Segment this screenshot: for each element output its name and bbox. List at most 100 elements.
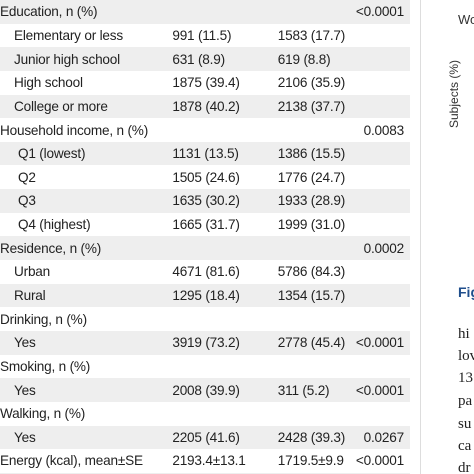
adjacent-figure-panel: Wo Subjects (%) Fig hi lov 13 pa su ca d… (421, 0, 474, 474)
group-b-value: 619 (8.8) (257, 47, 356, 71)
p-value: 0.0267 (355, 425, 410, 450)
row-label: Residence, n (%) (0, 236, 155, 261)
table-row: Yes 3919 (73.2) 2778 (45.4) <0.0001 (0, 330, 410, 355)
row-label: Urban (14, 264, 51, 280)
group-b-value: 1776 (24.7) (277, 169, 346, 185)
group-b-value: 1386 (15.5) (257, 141, 356, 166)
row-label: Q4 (highest) (18, 217, 91, 233)
table-row: Yes 2205 (41.6) 2428 (39.3) 0.0267 (0, 425, 410, 450)
p-value: <0.0001 (355, 0, 410, 24)
group-b-value: 2428 (39.3) (257, 425, 356, 450)
group-a-value: 1875 (39.4) (172, 75, 240, 91)
p-value (355, 47, 410, 71)
group-b-value (258, 355, 356, 379)
figure-caption-label: Fig (458, 284, 474, 300)
p-value: 0.0083 (363, 122, 405, 138)
body-text-fragment: 13 (458, 370, 473, 386)
group-b-value (257, 0, 356, 24)
p-value: 0.0002 (355, 236, 410, 261)
group-a-value (154, 236, 258, 261)
p-value: <0.0001 (355, 330, 410, 355)
group-b-value: 1999 (31.0) (277, 217, 346, 233)
row-label: Q2 (18, 169, 36, 185)
row-label: Q3 (0, 189, 155, 213)
row-label: High school (14, 75, 83, 91)
row-label: Q1 (lowest) (0, 141, 155, 166)
table-row: Junior high school 631 (8.9) 619 (8.8) (0, 47, 410, 71)
group-a-value (154, 307, 257, 331)
group-b-value (258, 402, 356, 426)
p-value: <0.0001 (355, 453, 404, 469)
table-section-row: Walking, n (%) (0, 402, 410, 426)
group-a-value (154, 0, 258, 24)
group-b-value: 2138 (37.7) (257, 94, 356, 119)
group-a-value (154, 355, 257, 379)
table-row: Q1 (lowest) 1131 (13.5) 1386 (15.5) (0, 141, 410, 166)
group-b-value: 1583 (17.7) (277, 27, 346, 43)
p-value: <0.0001 (355, 472, 410, 474)
p-value: <0.0001 (355, 378, 410, 402)
table-section-row: Energy (kcal), mean±SE 2193.4±13.1 1719.5±… (0, 449, 410, 473)
body-text-fragment: hi (458, 326, 470, 342)
row-label: Smoking, n (%) (0, 358, 91, 374)
p-value (355, 94, 410, 119)
group-b-value: 2778 (45.4) (257, 330, 356, 355)
group-b-value (258, 307, 356, 331)
table-section-row: Drinking, n (%) (0, 307, 410, 331)
p-value (356, 71, 410, 95)
table-row: Rural 1295 (18.4) 1354 (15.7) (0, 283, 410, 308)
y-axis-label: Subjects (%) (447, 59, 461, 128)
figure-title-fragment: Wo (458, 12, 474, 27)
body-text-fragment: ca (458, 438, 472, 454)
table-section-row: Smoking, n (%) (0, 355, 410, 379)
group-a-value: 2205 (41.6) (154, 425, 258, 450)
p-value (356, 24, 410, 48)
p-value (356, 260, 410, 284)
p-value (356, 307, 410, 331)
body-text-fragment: su (458, 416, 472, 432)
row-label: Yes (0, 378, 155, 402)
characteristics-table-panel: Education, n (%) <0.0001 Elementary or les… (0, 0, 410, 474)
p-value (356, 355, 410, 379)
group-a-value: 631 (8.9) (154, 47, 258, 71)
group-a-value: 3919 (73.2) (154, 330, 258, 355)
row-label: Walking, n (%) (0, 406, 86, 422)
p-value (356, 213, 410, 237)
p-value (355, 189, 410, 213)
characteristics-table: Education, n (%) <0.0001 Elementary or les… (0, 0, 410, 474)
group-b-value (258, 118, 356, 142)
table-row: Q2 1505 (24.6) 1776 (24.7) (0, 165, 410, 189)
group-b-value (257, 236, 356, 261)
row-label: Household income, n (%) (0, 122, 149, 138)
table-section-row: Residence, n (%) 0.0002 (0, 236, 410, 261)
group-a-value: 4671 (81.6) (172, 264, 240, 280)
table-section-row: Education, n (%) <0.0001 (0, 0, 410, 24)
body-text-fragment: lov (458, 348, 474, 364)
group-a-value (154, 118, 257, 142)
group-a-value (154, 402, 257, 426)
p-value (356, 165, 410, 189)
group-b-value: 1933 (28.9) (257, 189, 356, 213)
table-row: College or more 1878 (40.2) 2138 (37.7) (0, 94, 410, 119)
row-label: Junior high school (0, 47, 155, 71)
row-label: Elementary or less (14, 27, 123, 43)
group-a-value: 1295 (18.4) (154, 283, 258, 308)
p-value (355, 141, 410, 166)
table-body: Education, n (%) <0.0001 Elementary or les… (0, 0, 410, 474)
group-a-value: 2008 (39.9) (154, 378, 258, 402)
row-label: Yes (0, 425, 155, 450)
column-divider (420, 0, 421, 474)
group-a-value: 991 (11.5) (172, 27, 232, 43)
group-b-value: 1719.5±9.9 (277, 453, 344, 469)
table-section-row: Household income, n (%) 0.0083 (0, 118, 410, 142)
body-text-fragment: dr (458, 460, 471, 474)
group-a-value: 1635 (30.2) (154, 189, 258, 213)
row-label: Energy (kcal), mean±SE (0, 453, 143, 469)
p-value (356, 402, 410, 426)
group-b-value: 5786 (84.3) (277, 264, 346, 280)
table-row: High school 1875 (39.4) 2106 (35.9) (0, 71, 410, 95)
row-label: Yes (0, 330, 155, 355)
body-text-fragment: pa (458, 393, 473, 409)
table-row: Carbohydrate64.5±0.266.0±0.2<0.0001 (0, 472, 410, 474)
group-b-value: 1354 (15.7) (257, 283, 356, 308)
